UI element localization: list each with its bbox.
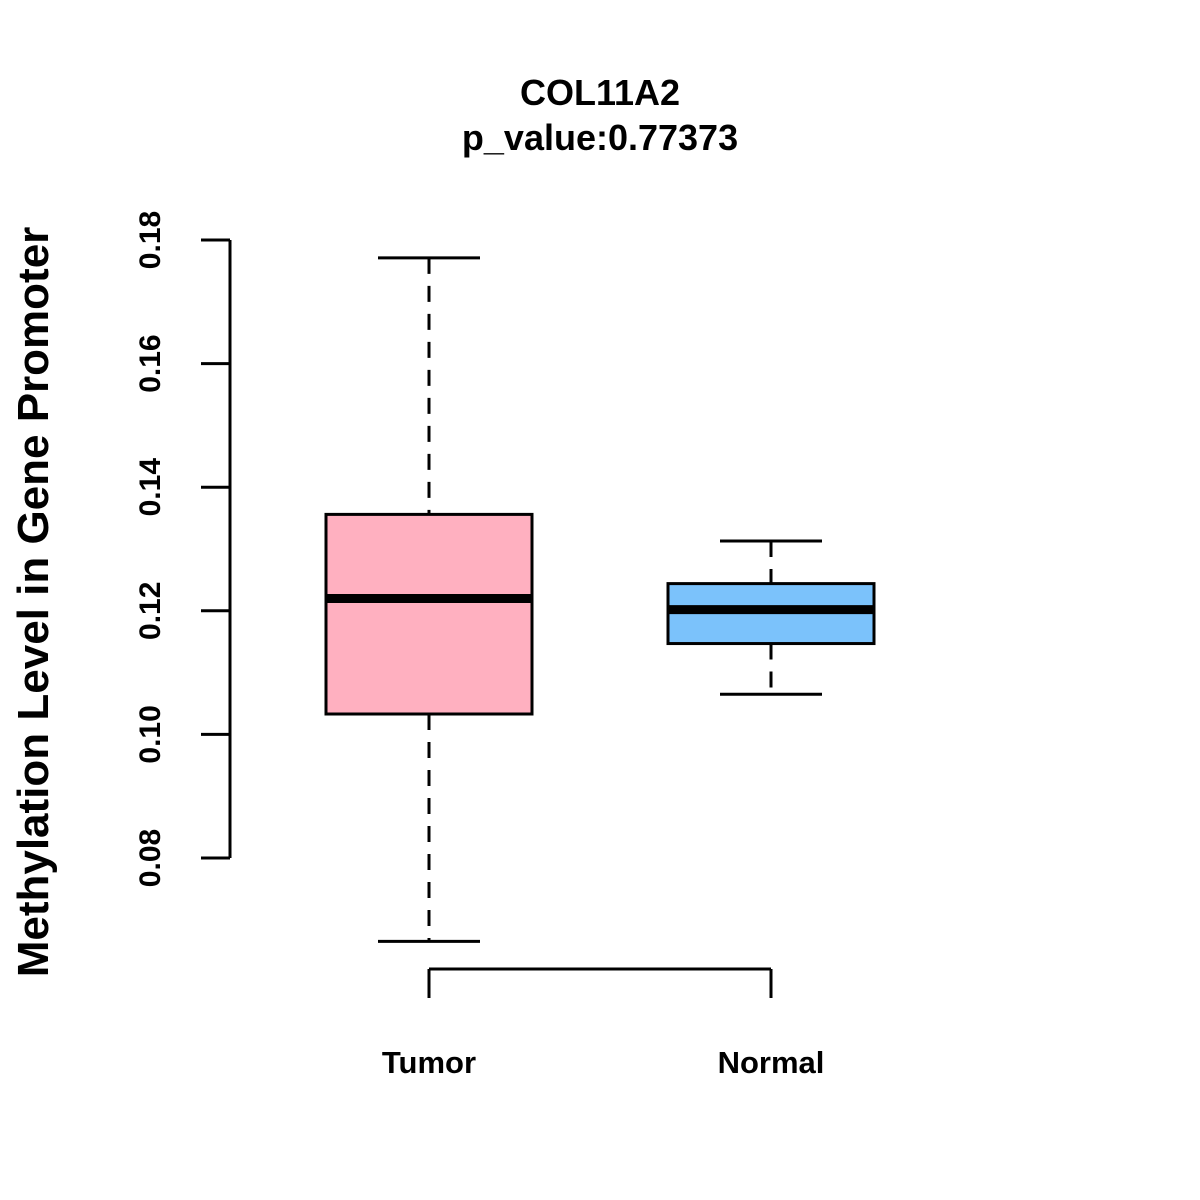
box-tumor <box>324 256 534 943</box>
chart-title: COL11A2 <box>520 72 680 113</box>
x-tick-label: Tumor <box>382 1045 476 1080</box>
x-tick-label: Normal <box>718 1045 825 1080</box>
iqr-box <box>324 512 534 716</box>
y-axis-label: Methylation Level in Gene Promoter <box>9 227 58 978</box>
y-tick-label: 0.14 <box>134 458 167 517</box>
y-tick-label: 0.08 <box>134 829 167 887</box>
y-tick-label: 0.10 <box>134 705 167 763</box>
box-normal <box>666 539 876 696</box>
x-axis: Tumor Normal <box>382 967 825 1080</box>
y-tick-label: 0.16 <box>134 334 167 392</box>
boxes <box>324 256 876 943</box>
chart-subtitle: p_value:0.77373 <box>462 117 738 158</box>
y-tick-label: 0.18 <box>134 211 167 269</box>
y-axis: 0.08 0.10 0.12 0.14 0.16 0.18 <box>134 211 232 887</box>
y-tick-label: 0.12 <box>134 582 167 640</box>
